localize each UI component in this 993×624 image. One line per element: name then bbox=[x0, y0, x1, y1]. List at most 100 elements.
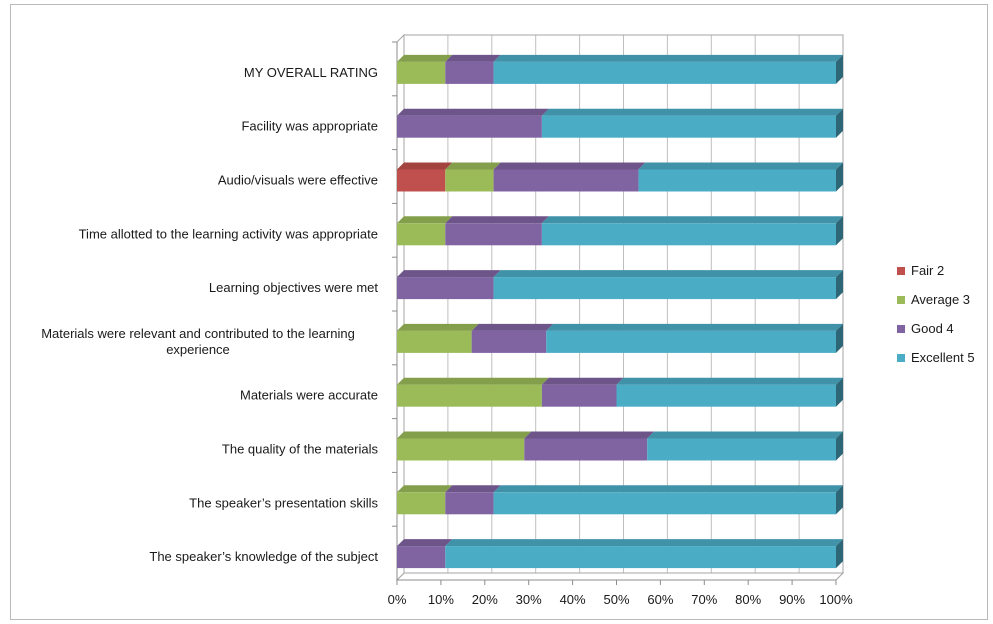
bar-end bbox=[836, 323, 843, 353]
bar-segment bbox=[493, 277, 836, 300]
bar-segment bbox=[647, 438, 836, 461]
bar-segment bbox=[471, 330, 547, 353]
bar-top bbox=[397, 485, 453, 493]
bar-segment bbox=[397, 61, 446, 84]
bar-top bbox=[493, 54, 843, 62]
bar-segment bbox=[616, 384, 836, 407]
bar-segment bbox=[524, 438, 648, 461]
bar-segment bbox=[445, 223, 542, 246]
x-tick-label: 0% bbox=[388, 592, 407, 607]
legend-swatch bbox=[897, 296, 905, 304]
bar-top bbox=[445, 54, 501, 62]
bar-end bbox=[836, 539, 843, 569]
bar-top bbox=[493, 270, 843, 278]
bar-top bbox=[493, 162, 646, 170]
bar-segment bbox=[493, 61, 836, 84]
bars bbox=[397, 54, 843, 569]
bar-end bbox=[836, 431, 843, 461]
x-tick-labels: 0% 10% 20% 30% 40% 50% 60% 70% 80% 90% 100% bbox=[388, 592, 853, 607]
bar-segment bbox=[445, 169, 494, 192]
x-tick-label: 80% bbox=[735, 592, 761, 607]
bar-end bbox=[836, 377, 843, 407]
x-tick-label: 20% bbox=[472, 592, 498, 607]
bar-segment bbox=[397, 169, 446, 192]
legend-swatch bbox=[897, 267, 905, 275]
bar-top bbox=[541, 377, 624, 385]
bar-top bbox=[524, 431, 655, 439]
x-tick-label: 70% bbox=[691, 592, 717, 607]
bar-segment bbox=[397, 546, 446, 569]
bar-segment bbox=[397, 277, 494, 300]
bar-segment bbox=[493, 492, 836, 515]
bar-end bbox=[836, 162, 843, 192]
category-label: Materials were accurate bbox=[240, 388, 378, 403]
bar-segment bbox=[397, 492, 446, 515]
bar-top bbox=[397, 323, 479, 331]
bar-segment bbox=[541, 223, 836, 246]
category-labels: MY OVERALL RATING Facility was appropriat… bbox=[41, 65, 378, 564]
category-label: The speaker’s presentation skills bbox=[189, 495, 378, 510]
category-label: Facility was appropriate bbox=[241, 119, 378, 134]
x-tick-label: 50% bbox=[603, 592, 629, 607]
category-label: Time allotted to the learning activity w… bbox=[79, 226, 378, 241]
category-label: The speaker’s knowledge of the subject bbox=[149, 549, 378, 564]
bar-top bbox=[647, 431, 843, 439]
bar-top bbox=[638, 162, 843, 170]
bar-top bbox=[445, 539, 843, 547]
bar-segment bbox=[397, 438, 525, 461]
category-label: Materials were relevant and contributed … bbox=[41, 326, 355, 357]
x-tick-label: 60% bbox=[647, 592, 673, 607]
legend-swatch bbox=[897, 325, 905, 333]
bar-top bbox=[445, 162, 501, 170]
bar-end bbox=[836, 270, 843, 300]
bar-top bbox=[546, 323, 843, 331]
bar-top bbox=[397, 108, 549, 116]
x-tick-label: 100% bbox=[819, 592, 853, 607]
bar-segment bbox=[541, 384, 617, 407]
bar-top bbox=[397, 539, 453, 547]
bar-segment bbox=[541, 115, 836, 138]
bar-segment bbox=[445, 492, 494, 515]
x-tick-label: 30% bbox=[516, 592, 542, 607]
bar-top bbox=[541, 108, 843, 116]
bar-segment bbox=[397, 115, 542, 138]
bar-top bbox=[397, 431, 532, 439]
legend-swatch bbox=[897, 354, 905, 362]
legend: Fair 2 Average 3 Good 4 Excellent 5 bbox=[897, 263, 975, 365]
bar-top bbox=[397, 162, 453, 170]
category-label: Audio/visuals were effective bbox=[218, 173, 378, 188]
bar-end bbox=[836, 216, 843, 246]
bar-top bbox=[541, 216, 843, 224]
bar-top bbox=[471, 323, 554, 331]
bar-top bbox=[397, 270, 501, 278]
bar-segment bbox=[546, 330, 836, 353]
legend-label: Average 3 bbox=[911, 292, 970, 307]
legend-label: Fair 2 bbox=[911, 263, 944, 278]
bar-segment bbox=[445, 61, 494, 84]
floor bbox=[395, 572, 845, 581]
x-tick-label: 10% bbox=[428, 592, 454, 607]
bar-segment bbox=[397, 223, 446, 246]
bar-top bbox=[616, 377, 843, 385]
bar-segment bbox=[493, 169, 639, 192]
legend-label: Excellent 5 bbox=[911, 350, 975, 365]
category-label: The quality of the materials bbox=[222, 442, 379, 457]
x-tick-label: 40% bbox=[560, 592, 586, 607]
bar-segment bbox=[445, 546, 836, 569]
bar-end bbox=[836, 54, 843, 84]
legend-label: Good 4 bbox=[911, 321, 954, 336]
bar-top bbox=[397, 216, 453, 224]
chart-frame bbox=[10, 4, 988, 620]
bar-top bbox=[397, 377, 549, 385]
bar-top bbox=[445, 485, 501, 493]
bar-top bbox=[445, 216, 549, 224]
bar-segment bbox=[638, 169, 836, 192]
bar-top bbox=[493, 485, 843, 493]
category-label: Learning objectives were met bbox=[209, 280, 378, 295]
x-tick-label: 90% bbox=[779, 592, 805, 607]
bar-top bbox=[397, 54, 453, 62]
bar-segment bbox=[397, 330, 472, 353]
bar-end bbox=[836, 485, 843, 515]
category-label: MY OVERALL RATING bbox=[244, 65, 378, 80]
